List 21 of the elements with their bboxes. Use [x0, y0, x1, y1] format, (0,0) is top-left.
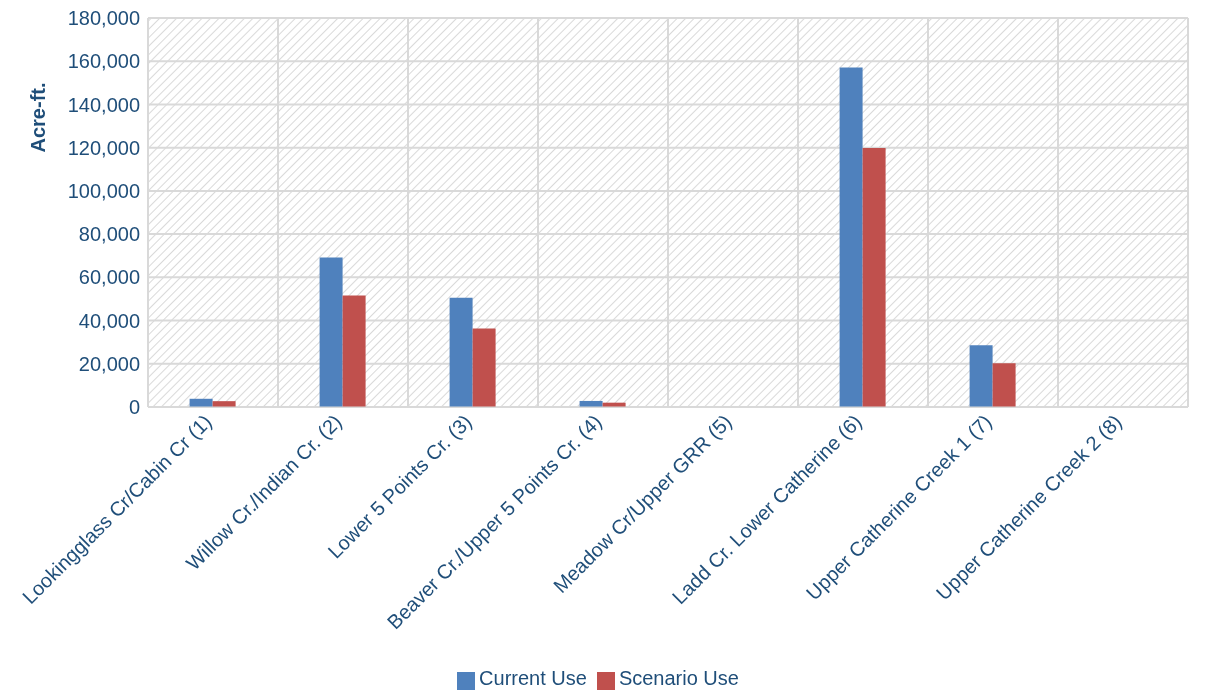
- bar: [992, 363, 1016, 407]
- bar: [839, 67, 863, 407]
- y-tick-label: 80,000: [78, 223, 140, 246]
- y-tick-label: 0: [128, 396, 140, 419]
- bar: [449, 297, 473, 407]
- y-tick-label: 20,000: [78, 352, 140, 375]
- legend-label: Current Use: [479, 667, 587, 689]
- y-tick-label: 120,000: [67, 136, 140, 159]
- y-tick-label: 40,000: [78, 309, 140, 332]
- y-axis-title: Acre-ft.: [27, 82, 50, 153]
- bar: [319, 257, 343, 407]
- bar: [342, 295, 366, 407]
- y-tick-label: 60,000: [78, 266, 140, 289]
- y-tick-label: 180,000: [67, 7, 140, 30]
- legend-label: Scenario Use: [618, 667, 739, 689]
- bar: [472, 328, 496, 407]
- y-tick-label: 100,000: [67, 179, 140, 202]
- bar: [969, 345, 993, 407]
- y-tick-label: 160,000: [67, 50, 140, 73]
- y-tick-label: 140,000: [67, 93, 140, 116]
- bar: [862, 148, 886, 407]
